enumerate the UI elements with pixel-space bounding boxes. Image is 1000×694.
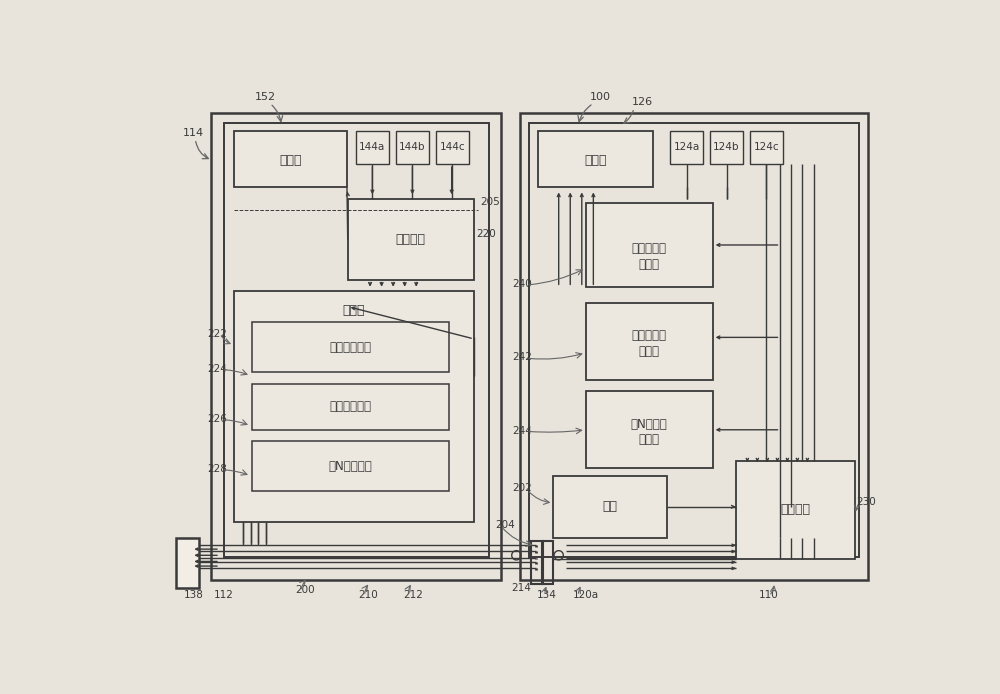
Text: 224: 224: [207, 364, 227, 374]
Text: 第N操作状态: 第N操作状态: [329, 460, 372, 473]
Bar: [670, 131, 703, 164]
Text: 244: 244: [512, 425, 532, 436]
Bar: [211, 112, 501, 580]
Text: 存储器: 存储器: [343, 304, 365, 317]
Text: 226: 226: [207, 414, 227, 424]
Text: 微处理器: 微处理器: [396, 233, 426, 246]
Bar: [396, 131, 429, 164]
Text: 第一操作状态: 第一操作状态: [329, 341, 371, 354]
Text: 138: 138: [184, 590, 204, 600]
Text: 124b: 124b: [713, 142, 740, 152]
Text: 理模块: 理模块: [639, 257, 660, 271]
Text: 134: 134: [537, 590, 557, 600]
Text: 240: 240: [512, 279, 532, 289]
Bar: [750, 131, 783, 164]
Bar: [224, 124, 489, 557]
Text: 214: 214: [511, 584, 531, 593]
Bar: [542, 541, 553, 584]
Bar: [348, 198, 474, 280]
Text: 第二操作状态: 第二操作状态: [329, 400, 371, 413]
Text: 124c: 124c: [754, 142, 779, 152]
Bar: [586, 303, 713, 380]
Bar: [538, 131, 653, 187]
Text: 第一数据处: 第一数据处: [632, 242, 667, 255]
Bar: [252, 441, 449, 491]
Bar: [710, 131, 743, 164]
Text: 210: 210: [358, 590, 378, 600]
Text: 第二数据处: 第二数据处: [632, 330, 667, 342]
Bar: [176, 538, 199, 588]
Bar: [356, 131, 389, 164]
Text: 124a: 124a: [673, 142, 700, 152]
Text: 144b: 144b: [399, 142, 426, 152]
Bar: [531, 541, 543, 584]
Text: 126: 126: [632, 97, 653, 107]
Text: 显示屏: 显示屏: [584, 154, 607, 167]
Text: 100: 100: [590, 92, 610, 102]
Text: 112: 112: [214, 590, 234, 600]
Bar: [586, 203, 713, 287]
Text: 110: 110: [759, 590, 779, 600]
Text: 242: 242: [512, 353, 532, 362]
Text: 205: 205: [480, 197, 500, 207]
Bar: [234, 291, 474, 522]
Text: 152: 152: [255, 92, 276, 102]
Text: 222: 222: [207, 330, 227, 339]
Text: 228: 228: [207, 464, 227, 474]
Text: 144a: 144a: [359, 142, 385, 152]
Text: 220: 220: [476, 229, 496, 239]
Text: 理模块: 理模块: [639, 433, 660, 446]
Text: 第N数据处: 第N数据处: [631, 418, 668, 431]
Bar: [252, 322, 449, 372]
Bar: [586, 391, 713, 468]
Text: 144c: 144c: [440, 142, 465, 152]
Text: 212: 212: [403, 590, 423, 600]
Text: 204: 204: [496, 520, 515, 530]
Text: 230: 230: [857, 497, 876, 507]
Text: 120a: 120a: [573, 590, 599, 600]
Text: 显示屏: 显示屏: [279, 154, 302, 167]
Bar: [553, 476, 667, 538]
Bar: [234, 131, 347, 187]
Text: 理模块: 理模块: [639, 345, 660, 357]
Bar: [252, 384, 449, 430]
Text: 200: 200: [295, 585, 315, 595]
Text: 114: 114: [183, 128, 204, 137]
Bar: [736, 461, 855, 559]
Bar: [436, 131, 469, 164]
Text: 202: 202: [512, 484, 532, 493]
Text: 电源: 电源: [603, 500, 618, 514]
Text: 控制模块: 控制模块: [780, 503, 810, 516]
Bar: [529, 124, 859, 557]
Bar: [520, 112, 868, 580]
